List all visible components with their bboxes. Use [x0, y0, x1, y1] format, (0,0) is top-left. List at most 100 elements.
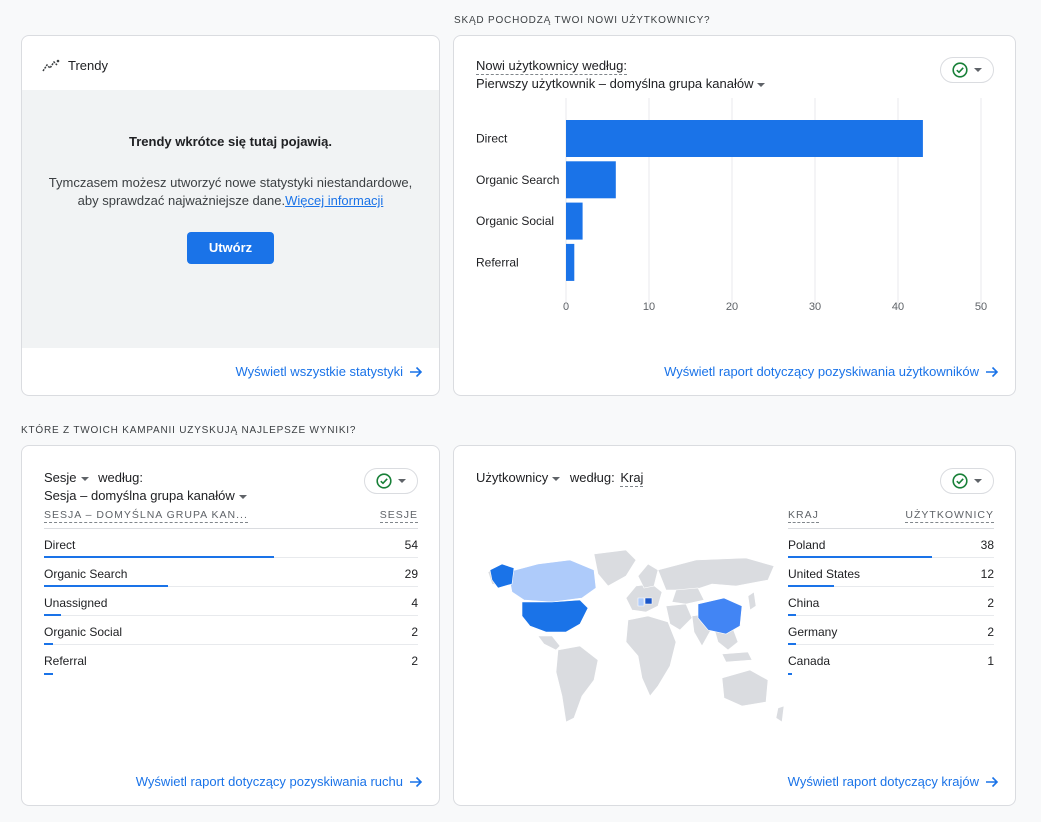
countries-row[interactable]: Germany 2: [788, 616, 994, 645]
sessions-row-share-bar: [44, 556, 274, 558]
countries-report-link[interactable]: Wyświetl raport dotyczący krajów: [788, 774, 999, 789]
sessions-row-label: Organic Social: [44, 625, 123, 639]
countries-row-value: 2: [987, 625, 994, 639]
sessions-row[interactable]: Direct 54: [44, 529, 418, 558]
trends-desc-text: aby sprawdzać najważniejsze dane.: [77, 193, 286, 208]
chevron-down-icon: [398, 479, 406, 483]
map-united-states: [521, 599, 589, 633]
check-circle-icon: [376, 473, 392, 489]
sessions-row-label: Organic Search: [44, 567, 128, 581]
arrow-right-icon: [410, 366, 423, 377]
countries-row-label: United States: [788, 567, 861, 581]
x-tick-label: 20: [726, 301, 738, 313]
new-users-metric-selector[interactable]: Nowi użytkownicy według:: [476, 58, 628, 75]
sessions-table-body: Direct 54 Organic Search 29 Unassigned 4 Organ…: [44, 529, 418, 675]
new-users-dimension-selector[interactable]: Pierwszy użytkownik – domyślna grupa kan…: [476, 76, 766, 91]
map-china: [697, 597, 743, 635]
check-circle-icon: [952, 62, 968, 78]
sessions-dimension-label: Sesja – domyślna grupa kanałów: [44, 488, 235, 503]
x-tick-label: 0: [563, 301, 569, 313]
check-circle-icon: [952, 473, 968, 489]
sessions-row-value: 2: [411, 654, 418, 668]
learn-more-link[interactable]: Więcej informacji: [285, 193, 384, 208]
sessions-metric-selector[interactable]: Sesje: [44, 470, 89, 485]
bar[interactable]: [566, 243, 575, 281]
countries-row-label: Canada: [788, 654, 831, 668]
countries-row[interactable]: Poland 38: [788, 529, 994, 558]
traffic-acquisition-report-link[interactable]: Wyświetl raport dotyczący pozyskiwania r…: [136, 774, 423, 789]
new-users-card: Nowi użytkownicy według: Pierwszy użytko…: [453, 35, 1016, 396]
countries-dimension-selector[interactable]: Kraj: [620, 470, 644, 487]
create-button[interactable]: Utwórz: [187, 232, 274, 264]
user-acquisition-report-link[interactable]: Wyświetl raport dotyczący pozyskiwania u…: [664, 364, 999, 379]
countries-table-body: Poland 38 United States 12 China 2 Germany 2 Can…: [788, 529, 994, 675]
map-japan: [747, 591, 757, 611]
sessions-row-value: 2: [411, 625, 418, 639]
countries-row[interactable]: Canada 1: [788, 645, 994, 675]
map-south-america: [555, 645, 599, 723]
traffic-acquisition-report-label: Wyświetl raport dotyczący pozyskiwania r…: [135, 774, 403, 789]
sessions-row-value: 4: [411, 596, 418, 610]
trends-desc-line2: aby sprawdzać najważniejsze dane.Więcej …: [22, 192, 439, 210]
map-africa: [625, 615, 677, 697]
countries-metric-selector[interactable]: Użytkownicy: [476, 470, 561, 485]
map-poland: [644, 597, 653, 605]
countries-row-label: China: [788, 596, 820, 610]
bar[interactable]: [566, 161, 616, 199]
bar[interactable]: [566, 202, 583, 240]
map-central-asia: [671, 587, 705, 605]
sessions-row[interactable]: Referral 2: [44, 645, 418, 675]
countries-row-share-bar: [788, 585, 834, 587]
countries-row[interactable]: China 2: [788, 587, 994, 616]
map-alaska-us: [489, 563, 515, 589]
countries-report-label: Wyświetl raport dotyczący krajów: [787, 774, 979, 789]
countries-row-label: Poland: [788, 538, 826, 552]
bar[interactable]: [566, 120, 923, 157]
sessions-status-button[interactable]: [364, 468, 418, 494]
x-tick-label: 50: [975, 301, 987, 313]
countries-col-users[interactable]: UŻYTKOWNICY: [905, 509, 994, 523]
sessions-by-label: według:: [98, 470, 143, 485]
sessions-metric-row: Sesje według:: [44, 470, 143, 485]
countries-row[interactable]: United States 12: [788, 558, 994, 587]
sessions-row[interactable]: Organic Search 29: [44, 558, 418, 587]
category-label: Referral: [476, 255, 519, 269]
user-acquisition-report-label: Wyświetl raport dotyczący pozyskiwania u…: [664, 364, 979, 379]
map-canada: [507, 559, 597, 603]
x-tick-label: 10: [643, 301, 655, 313]
countries-table-header: KRAJ UŻYTKOWNICY: [788, 509, 994, 529]
trends-card: Trendy Trendy wkrótce się tutaj pojawią.…: [21, 35, 440, 396]
countries-col-country[interactable]: KRAJ: [788, 509, 819, 523]
view-all-insights-link[interactable]: Wyświetl wszystkie statystyki: [236, 364, 423, 379]
sessions-col-sessions[interactable]: SESJE: [379, 509, 418, 523]
countries-card: Użytkownicy według: Kraj: [453, 445, 1016, 806]
sessions-table: SESJA – DOMYŚLNA GRUPA KAN... SESJE Dire…: [44, 509, 418, 675]
sessions-row-value: 29: [404, 567, 418, 581]
new-users-bar-chart: 0 10 20 30 40 50 Direct Organic Search Organic S…: [476, 98, 987, 313]
x-tick-label: 30: [809, 301, 821, 313]
sessions-row[interactable]: Unassigned 4: [44, 587, 418, 616]
new-users-status-button[interactable]: [940, 57, 994, 83]
chevron-down-icon: [974, 479, 982, 483]
sessions-row-value: 54: [404, 538, 418, 552]
arrow-right-icon: [986, 776, 999, 787]
category-label: Organic Social: [476, 214, 554, 228]
countries-metric-row: Użytkownicy według: Kraj: [476, 470, 644, 487]
map-central-america: [537, 635, 561, 651]
countries-metric-label: Użytkownicy: [476, 470, 549, 485]
map-russia: [657, 557, 775, 591]
sessions-row-share-bar: [44, 643, 53, 645]
map-scandinavia: [637, 563, 659, 589]
countries-status-button[interactable]: [940, 468, 994, 494]
sessions-row-label: Referral: [44, 654, 87, 668]
chevron-down-icon: [757, 82, 766, 87]
trends-desc-line1: Tymczasem możesz utworzyć nowe statystyk…: [48, 175, 413, 190]
trends-headline: Trendy wkrótce się tutaj pojawią.: [128, 134, 332, 149]
sessions-row[interactable]: Organic Social 2: [44, 616, 418, 645]
countries-row-value: 12: [980, 567, 994, 581]
sessions-dimension-selector[interactable]: Sesja – domyślna grupa kanałów: [44, 488, 247, 503]
countries-row-share-bar: [788, 673, 792, 675]
countries-row-value: 1: [987, 654, 994, 668]
sessions-col-channel[interactable]: SESJA – DOMYŚLNA GRUPA KAN...: [44, 509, 248, 523]
countries-table: KRAJ UŻYTKOWNICY Poland 38 United States 12…: [788, 509, 994, 675]
